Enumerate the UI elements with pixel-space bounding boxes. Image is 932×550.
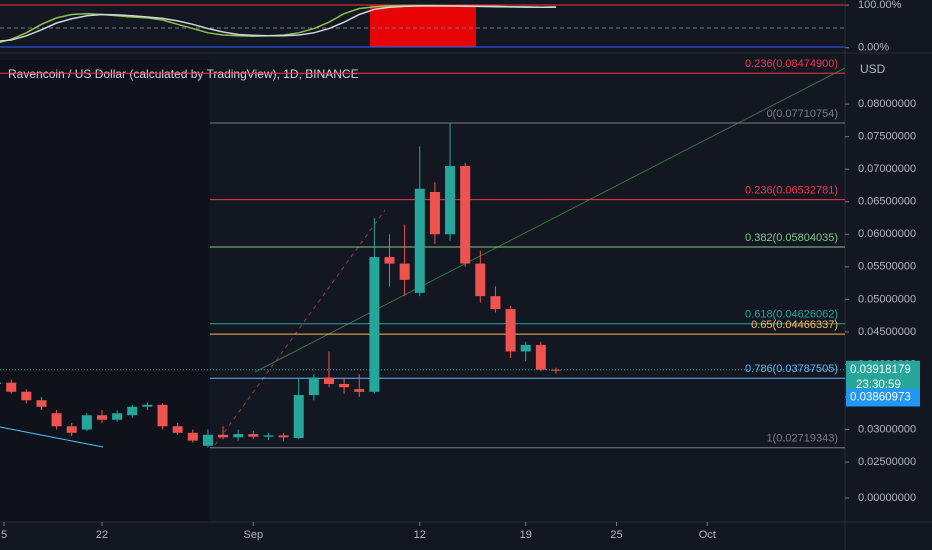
- y-tick-label: 0.04500000: [858, 326, 916, 338]
- candle-body: [66, 426, 77, 433]
- x-tick-label: 5: [1, 529, 7, 541]
- candle-body: [21, 391, 32, 401]
- candle-body: [445, 165, 456, 235]
- currency: USD: [860, 62, 886, 76]
- fib-label: 0.786(0.03787505): [745, 363, 838, 375]
- candle-body: [233, 434, 244, 438]
- overbought-zone: [370, 5, 476, 47]
- y-tick-label: 0.00000000: [858, 492, 916, 504]
- x-tick-label: 25: [610, 529, 622, 541]
- other-price: 0.03860973: [850, 392, 911, 404]
- x-tick-label: 12: [414, 529, 426, 541]
- fib-label: 1(0.02719343): [766, 433, 838, 445]
- fib-label: 0.236(0.06532781): [745, 185, 838, 197]
- candle-body: [429, 191, 440, 235]
- y-tick-label: 0.07500000: [858, 131, 916, 143]
- candle-body: [202, 434, 213, 446]
- candle-body: [354, 389, 365, 392]
- candle-body: [399, 263, 410, 280]
- candle-body: [460, 165, 471, 264]
- y-tick-label: 0.02500000: [858, 456, 916, 468]
- candle-body: [550, 369, 561, 371]
- indicator-tick-label: 0.00%: [858, 42, 889, 54]
- fib-label: 0.65(0.04466337): [751, 319, 838, 331]
- trend-line: [254, 67, 846, 373]
- y-tick-label: 0.07000000: [858, 163, 916, 175]
- candle-body: [142, 404, 153, 407]
- left-shade: [0, 60, 210, 522]
- y-tick-label: 0.05000000: [858, 293, 916, 305]
- candle-body: [51, 413, 62, 427]
- candle-body: [127, 406, 138, 416]
- candle-body: [248, 434, 259, 437]
- x-tick-label: 19: [520, 529, 532, 541]
- countdown: 23:30:59: [856, 379, 901, 391]
- candle-body: [323, 377, 334, 384]
- candle-body: [384, 257, 395, 264]
- candle-body: [308, 377, 319, 396]
- candle-body: [369, 257, 380, 392]
- candle-body: [187, 432, 198, 441]
- x-tick-label: 22: [96, 529, 108, 541]
- candle-body: [339, 383, 350, 388]
- candle-body: [81, 415, 92, 430]
- fib-label: 0.382(0.05804035): [745, 232, 838, 244]
- candle-body: [112, 413, 123, 420]
- y-tick-label: 0.06500000: [858, 196, 916, 208]
- candle-body: [36, 400, 47, 407]
- candle-body: [505, 309, 516, 352]
- y-tick-label: 0.06000000: [858, 228, 916, 240]
- fib-label: 0(0.07710754): [766, 108, 838, 120]
- y-tick-label: 0.05500000: [858, 261, 916, 273]
- indicator-tick-label: 100.00%: [858, 0, 902, 11]
- candle-body: [414, 188, 425, 293]
- candle-body: [6, 382, 17, 392]
- x-tick-label: Oct: [699, 529, 716, 541]
- candle-body: [475, 263, 486, 297]
- x-tick-label: Sep: [244, 529, 264, 541]
- candle-body: [96, 415, 107, 420]
- candle-body: [263, 435, 274, 437]
- candle-body: [490, 296, 501, 310]
- y-tick-label: 0.08000000: [858, 98, 916, 110]
- candle-body: [0, 382, 2, 384]
- chart-title: Ravencoin / US Dollar (calculated by Tra…: [8, 67, 359, 81]
- candle-body: [535, 344, 546, 370]
- candle-body: [157, 404, 168, 427]
- last-price: 0.03918179: [850, 364, 911, 376]
- candle-body: [218, 434, 229, 438]
- candle-body: [172, 426, 183, 433]
- candle-body: [278, 435, 289, 438]
- other-price-box: [846, 388, 920, 407]
- candle-body: [293, 395, 304, 438]
- fib-label: 0.618(0.04626062): [745, 309, 838, 321]
- trend-line: [0, 426, 104, 448]
- indicator-line: [0, 5, 556, 42]
- y-tick-label: 0.03000000: [858, 423, 916, 435]
- candle-body: [520, 344, 531, 352]
- plot: 0.08000000 0.07500000 0.07000000 0.06500000…: [0, 0, 920, 541]
- fib-label: 0.236(0.08474900): [745, 58, 838, 70]
- trend-line: [214, 209, 386, 446]
